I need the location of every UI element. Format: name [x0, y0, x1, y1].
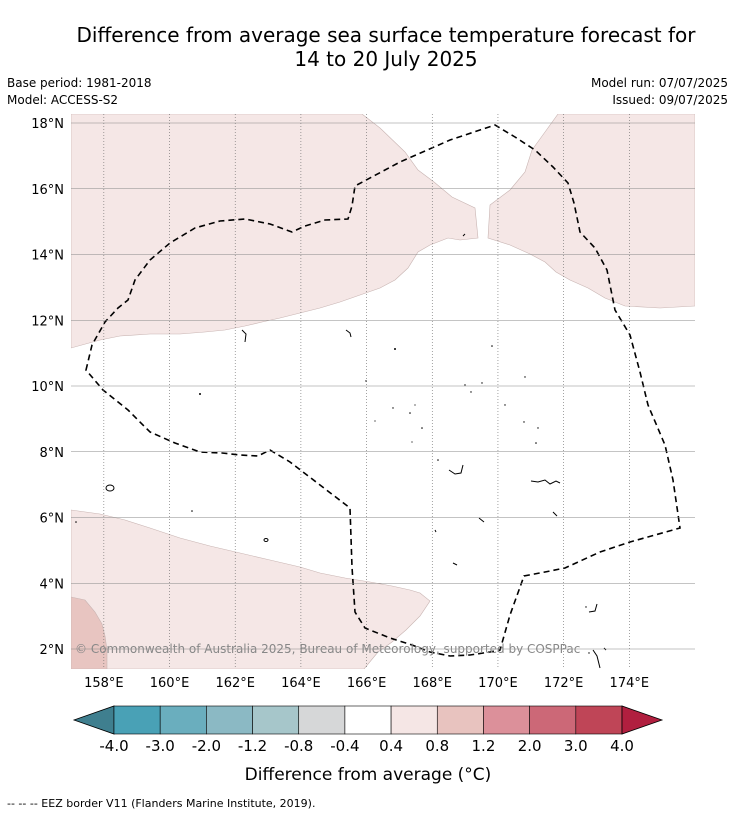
colorbar-tick-labels: -4.0 -3.0 -2.0 -1.2 -0.8 -0.4 0.4 0.8 1.2 2.0 3.0 4…: [99, 737, 634, 755]
latitude-label: 12°N: [31, 314, 64, 329]
colorbar-segment: [159, 705, 207, 735]
map-title-line2: 14 to 20 July 2025: [294, 47, 478, 71]
map-area: © Commonwealth of Australia 2025, Bureau…: [71, 114, 695, 669]
longitude-label: 160°E: [150, 676, 190, 691]
colorbar-tick-label: -3.0: [146, 737, 175, 755]
colorbar-tick-label: 3.0: [564, 737, 588, 755]
model-run-date: Model run: 07/07/2025: [590, 76, 728, 90]
latitude-label: 4°N: [40, 577, 65, 592]
latitude-label: 18°N: [31, 117, 64, 132]
colorbar-tick-label: 4.0: [610, 737, 634, 755]
grid-lines: [71, 114, 695, 669]
issued-date: Issued: 09/07/2025: [612, 93, 728, 107]
colorbar-segment: [390, 705, 438, 735]
latitude-label: 16°N: [31, 183, 64, 198]
anomaly-region-north-east: [487, 114, 695, 309]
colorbar-tick-label: -2.0: [192, 737, 221, 755]
model-name: Model: ACCESS-S2: [7, 93, 119, 107]
colorbar-segment: [252, 705, 300, 735]
island-outlines: [105, 233, 607, 669]
longitude-label: 162°E: [215, 676, 255, 691]
colorbar-extension-low: [72, 705, 115, 735]
longitude-label: 158°E: [84, 676, 124, 691]
colorbar-segment: [436, 705, 484, 735]
latitude-label: 2°N: [40, 643, 65, 658]
eez-border: [85, 124, 681, 657]
colorbar-segment: [113, 705, 161, 735]
colorbar-segment: [575, 705, 623, 735]
colorbar-tick-label: 0.8: [425, 737, 449, 755]
anomaly-region-north-west: [71, 114, 479, 349]
colorbar-segment: [206, 705, 253, 735]
longitude-label: 168°E: [412, 676, 452, 691]
latitude-label: 10°N: [31, 380, 64, 395]
anomaly-region-south-west-deep: [71, 596, 108, 669]
colorbar-tick-label: -0.4: [330, 737, 359, 755]
colorbar-title: Difference from average (°C): [245, 765, 492, 785]
latitude-label: 14°N: [31, 249, 64, 264]
map-title-line1: Difference from average sea surface temp…: [76, 23, 696, 47]
colorbar-tick-label: 0.4: [379, 737, 403, 755]
latitude-label: 8°N: [40, 446, 65, 461]
longitude-label: 164°E: [281, 676, 321, 691]
eez-legend-note: -- -- -- EEZ border V11 (Flanders Marine…: [7, 797, 316, 810]
colorbar-segment: [483, 705, 530, 735]
colorbar-tick-label: -0.8: [284, 737, 313, 755]
longitude-label: 174°E: [610, 676, 650, 691]
colorbar-tick-label: -1.2: [238, 737, 267, 755]
longitude-label: 172°E: [544, 676, 584, 691]
latitude-label: 6°N: [40, 512, 65, 527]
latitude-labels: 18°N 16°N 14°N 12°N 10°N 8°N 6°N 4°N 2°N: [31, 117, 64, 658]
longitude-label: 170°E: [478, 676, 518, 691]
longitude-label: 166°E: [347, 676, 387, 691]
colorbar-tick-label: 2.0: [518, 737, 542, 755]
anomaly-region-south-west: [71, 509, 431, 669]
colorbar-segment: [529, 705, 577, 735]
colorbar-segment: [298, 705, 346, 735]
base-period: Base period: 1981-2018: [7, 76, 152, 90]
colorbar-segment: [344, 705, 392, 735]
colorbar-tick-label: -4.0: [99, 737, 128, 755]
longitude-labels: 158°E 160°E 162°E 164°E 166°E 168°E 170°E 172°E…: [84, 676, 649, 691]
colorbar-tick-label: 1.2: [472, 737, 496, 755]
colorbar: [72, 705, 664, 735]
colorbar-extension-high: [621, 705, 664, 735]
